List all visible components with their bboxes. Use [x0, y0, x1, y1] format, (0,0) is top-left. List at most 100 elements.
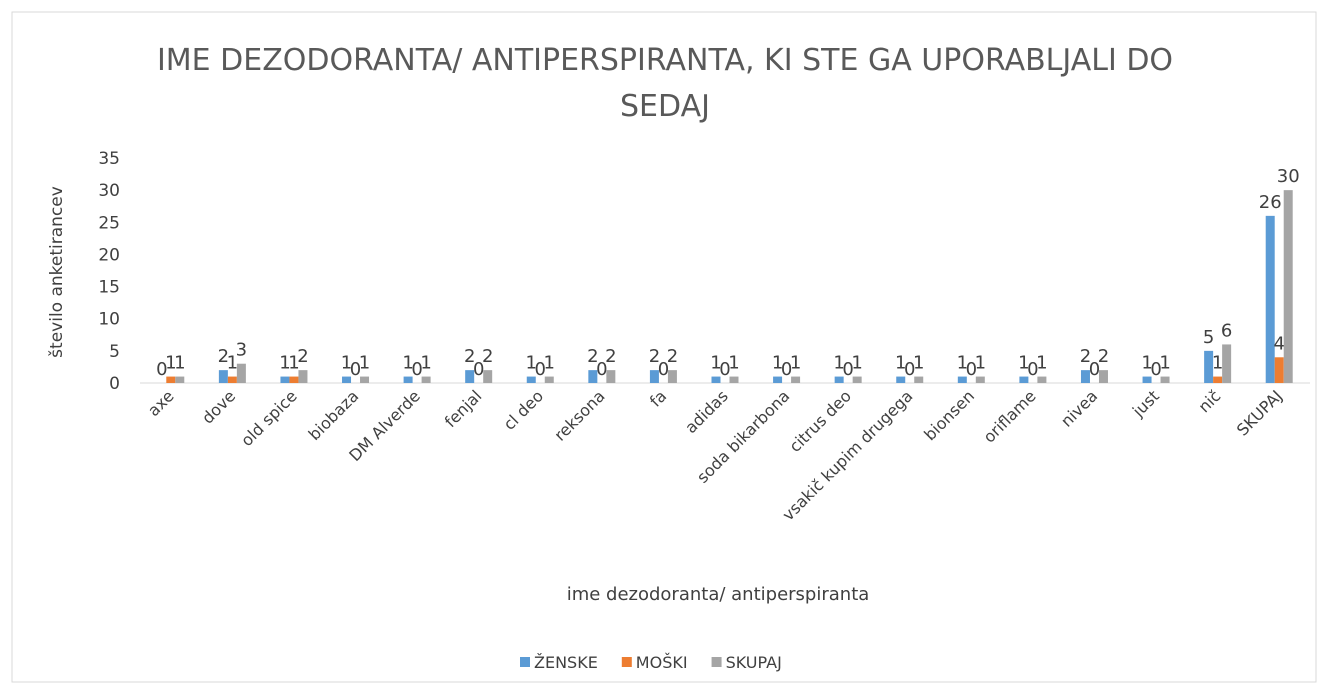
y-tick-label: 5: [109, 342, 120, 362]
x-axis-label: ime dezodoranta/ antiperspiranta: [567, 584, 870, 605]
x-tick-label: nivea: [1057, 386, 1101, 430]
bar: [1080, 370, 1090, 383]
data-label: 1: [710, 353, 721, 374]
legend-swatch: [520, 657, 530, 667]
data-label: 2: [297, 346, 308, 367]
data-label: 0: [904, 359, 915, 380]
chart-title: IME DEZODORANTA/ ANTIPERSPIRANTA, KI STE…: [156, 43, 1174, 124]
data-label: 1: [544, 353, 555, 374]
bar: [289, 376, 299, 383]
legend-label: SKUPAJ: [726, 653, 782, 672]
y-tick-label: 10: [98, 310, 120, 330]
bar: [1098, 370, 1108, 383]
y-tick-label: 35: [98, 149, 120, 169]
bar: [227, 376, 237, 383]
data-label: 1: [975, 353, 986, 374]
x-tick-label: SKUPAJ: [1233, 386, 1286, 439]
data-label: 1: [728, 353, 739, 374]
bar: [465, 370, 475, 383]
legend-swatch: [621, 657, 632, 667]
x-tick-label: bionsen: [920, 386, 978, 444]
data-label: 0: [1089, 359, 1100, 380]
data-label: 2: [649, 346, 660, 367]
data-label: 6: [1221, 320, 1232, 341]
data-label: 1: [359, 353, 370, 374]
data-label: 1: [1036, 353, 1047, 374]
data-label: 0: [966, 359, 977, 380]
data-label: 0: [596, 359, 607, 380]
y-tick-label: 0: [109, 374, 120, 394]
bar: [1283, 190, 1293, 383]
bar: [588, 370, 598, 383]
data-label: 0: [350, 359, 361, 380]
bar: [606, 370, 616, 383]
y-tick-label: 30: [98, 181, 120, 201]
data-label: 1: [288, 353, 299, 374]
x-tick-label: axe: [144, 386, 178, 420]
bar: [649, 370, 659, 383]
data-label: 1: [833, 353, 844, 374]
bar: [1222, 344, 1232, 383]
bar: [236, 363, 246, 383]
x-tick-label: old spice: [237, 386, 301, 450]
bar: [544, 376, 554, 383]
bar: [914, 376, 924, 383]
bar: [1274, 357, 1284, 383]
data-label: 1: [227, 353, 238, 374]
data-label: 1: [913, 353, 924, 374]
bar: [1204, 350, 1214, 383]
data-label: 0: [473, 359, 484, 380]
data-label: 1: [1141, 353, 1152, 374]
data-label: 2: [482, 346, 493, 367]
bar: [667, 370, 677, 383]
bar: [834, 376, 844, 383]
bar: [896, 376, 906, 383]
bar: [403, 376, 413, 383]
data-label: 1: [420, 353, 431, 374]
data-label: 4: [1273, 333, 1284, 354]
bar: [175, 376, 185, 383]
bar: [791, 376, 801, 383]
bar: [1019, 376, 1029, 383]
legend-label: MOŠKI: [636, 653, 688, 672]
y-tick-label: 20: [98, 245, 120, 265]
bar: [218, 370, 228, 383]
data-label: 2: [667, 346, 678, 367]
bar: [852, 376, 862, 383]
x-tick-label: reksona: [550, 386, 608, 444]
data-label: 2: [605, 346, 616, 367]
data-label: 30: [1277, 166, 1300, 187]
x-tick-label: cl deo: [500, 386, 547, 433]
bar: [1037, 376, 1047, 383]
x-tick-label: adidas: [681, 386, 732, 437]
data-label: 2: [464, 346, 475, 367]
bar: [166, 376, 176, 383]
y-tick-label: 15: [98, 278, 120, 298]
data-label: 1: [895, 353, 906, 374]
data-label: 1: [957, 353, 968, 374]
data-label: 2: [587, 346, 598, 367]
x-tick-label: fenjal: [441, 386, 486, 431]
data-label: 0: [535, 359, 546, 380]
x-tick-label: dove: [198, 386, 239, 427]
data-label: 1: [526, 353, 537, 374]
bar: [957, 376, 967, 383]
data-label: 1: [772, 353, 783, 374]
bar: [526, 376, 536, 383]
data-label: 1: [341, 353, 352, 374]
data-label: 2: [218, 346, 229, 367]
y-axis-label: število anketirancev: [47, 186, 67, 358]
x-tick-label: just: [1128, 386, 1163, 421]
bar: [298, 370, 308, 383]
data-label: 1: [1212, 353, 1223, 374]
data-label: 0: [411, 359, 422, 380]
bar: [1160, 376, 1170, 383]
legend-swatch: [711, 657, 722, 667]
data-label: 1: [165, 353, 176, 374]
x-tick-label: fa: [646, 386, 670, 410]
data-label: 1: [790, 353, 801, 374]
data-label: 1: [279, 353, 290, 374]
bar: [280, 376, 290, 383]
bar: [483, 370, 493, 383]
data-label: 0: [1027, 359, 1038, 380]
